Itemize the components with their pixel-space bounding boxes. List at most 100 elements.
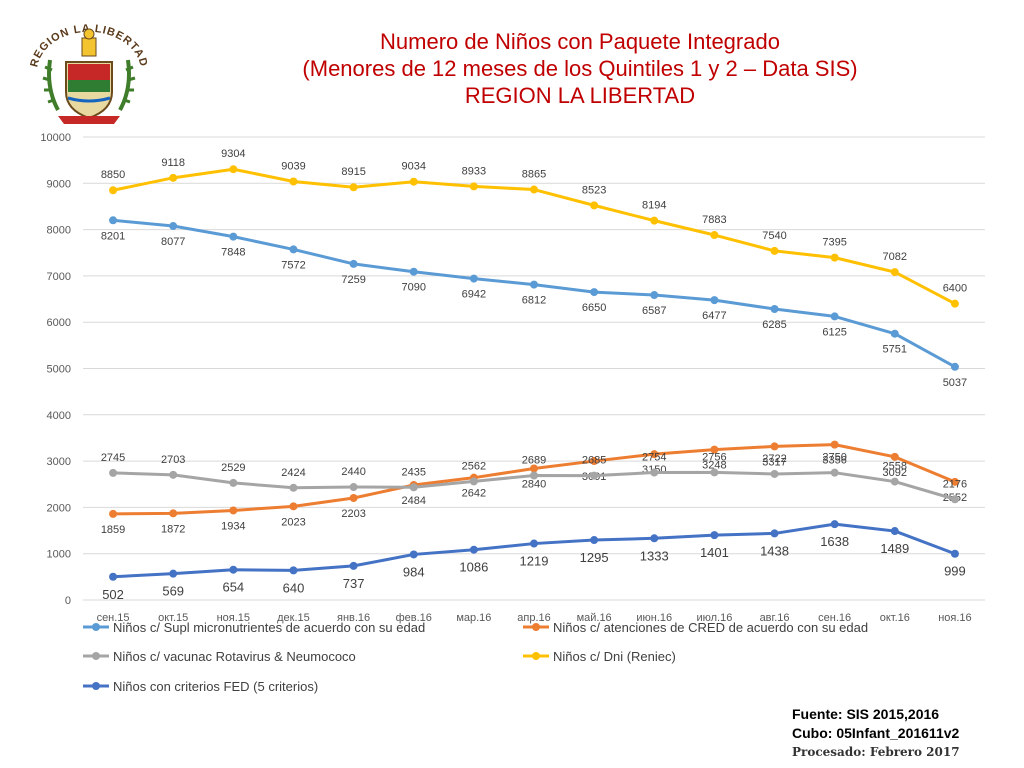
y-tick-label: 0 — [65, 595, 71, 607]
data-point — [109, 216, 118, 225]
data-point — [890, 268, 899, 277]
data-point — [169, 222, 178, 231]
y-tick-label: 8000 — [47, 225, 71, 237]
legend-label: Niños c/ atenciones de CRED de acuerdo c… — [553, 620, 868, 635]
data-point — [169, 470, 178, 479]
data-label: 7572 — [281, 259, 305, 271]
legend-marker — [92, 652, 100, 660]
y-tick-label: 6000 — [47, 317, 71, 329]
data-point — [469, 182, 478, 191]
source-procesado: Procesado: Febrero 2017 — [792, 745, 960, 759]
data-label: 8850 — [101, 169, 125, 181]
data-point — [530, 185, 538, 194]
data-label: 3092 — [883, 467, 907, 479]
data-label: 6812 — [522, 295, 546, 307]
y-tick-label: 9000 — [47, 178, 71, 190]
data-point — [169, 569, 178, 578]
x-tick-label: янв.16 — [337, 612, 370, 624]
data-label: 6942 — [462, 289, 486, 301]
x-tick-label: фев.16 — [396, 612, 432, 624]
data-label: 7259 — [341, 274, 365, 286]
data-label: 502 — [102, 587, 124, 602]
region-logo: REGION LA LIBERTAD — [28, 23, 149, 124]
data-point — [469, 545, 478, 554]
data-point — [590, 288, 599, 297]
data-point — [650, 291, 659, 300]
data-label: 6285 — [762, 319, 786, 331]
data-label: 8194 — [642, 200, 666, 212]
series-cred: 1859187219342023220324842642284030013150… — [101, 440, 967, 536]
data-label: 1489 — [880, 541, 909, 556]
data-point — [950, 477, 959, 486]
data-point — [650, 468, 659, 477]
data-label: 2703 — [161, 454, 185, 466]
x-tick-label: май.16 — [577, 612, 612, 624]
data-point — [530, 280, 538, 289]
legend-item-supl: Niños c/ Supl micronutrientes de acuerdo… — [83, 620, 425, 635]
data-point — [469, 477, 478, 486]
data-point — [349, 494, 358, 503]
data-point — [229, 565, 238, 574]
y-tick-label: 5000 — [47, 364, 71, 376]
data-point — [590, 471, 599, 480]
data-point — [950, 362, 959, 371]
data-point — [289, 566, 298, 575]
x-tick-label: окт.15 — [158, 612, 188, 624]
data-point — [289, 245, 298, 254]
data-label: 7540 — [762, 230, 786, 242]
series-fed: 502 569 654 640 737 984 1086 1219 1295 1333 1401 14… — [102, 520, 966, 602]
data-point — [590, 201, 599, 210]
data-point — [289, 502, 298, 511]
data-point — [710, 468, 719, 477]
y-tick-label: 10000 — [40, 132, 71, 144]
data-point — [830, 312, 839, 321]
y-tick-label: 7000 — [47, 271, 71, 283]
data-label: 3317 — [762, 456, 786, 468]
data-label: 1438 — [760, 543, 789, 558]
series-supl: 8201 8077 7848 7572 7259 7090 6942 6812 6650 6587… — [101, 216, 967, 389]
data-point — [409, 550, 418, 559]
data-point — [349, 483, 358, 492]
data-label: 2440 — [341, 466, 365, 478]
legend-marker — [532, 652, 540, 660]
data-point — [890, 329, 899, 338]
data-point — [650, 216, 659, 225]
data-label: 7395 — [822, 237, 846, 249]
data-point — [409, 483, 418, 492]
legend-label: Niños c/ Dni (Reniec) — [553, 649, 676, 664]
data-label: 8933 — [462, 165, 486, 177]
data-label: 2685 — [582, 455, 606, 467]
data-point — [229, 478, 238, 487]
data-point — [890, 527, 899, 536]
data-label: 1872 — [161, 523, 185, 535]
x-tick-label: сен.15 — [97, 612, 130, 624]
data-label: 9039 — [281, 160, 305, 172]
data-label: 9034 — [401, 161, 425, 173]
data-point — [770, 305, 779, 314]
data-label: 1638 — [820, 534, 849, 549]
data-label: 1086 — [459, 560, 488, 575]
legend-marker — [92, 682, 100, 690]
source-block: Fuente: SIS 2015,2016 Cubo: 05Infant_201… — [792, 705, 960, 762]
data-point — [770, 529, 779, 538]
data-label: 8201 — [101, 230, 125, 242]
data-label: 2745 — [101, 452, 125, 464]
data-point — [530, 464, 538, 473]
data-point — [830, 468, 839, 477]
data-label: 2529 — [221, 462, 245, 474]
data-point — [349, 183, 358, 192]
legend-marker — [532, 623, 540, 631]
data-point — [349, 561, 358, 570]
data-label: 5037 — [943, 377, 967, 389]
data-label: 984 — [403, 564, 425, 579]
legend-item-fed: Niños con criterios FED (5 criterios) — [83, 679, 318, 694]
data-point — [950, 549, 959, 558]
legend-label: Niños c/ Supl micronutrientes de acuerdo… — [113, 620, 425, 635]
legend-label: Niños con criterios FED (5 criterios) — [113, 679, 318, 694]
legend-item-vacunac: Niños c/ vacunac Rotavirus & Neumococo — [83, 649, 356, 664]
source-cubo: Cubo: 05Infant_201611v2 — [792, 725, 960, 741]
data-label: 3248 — [702, 460, 726, 472]
data-point — [770, 246, 779, 255]
y-tick-label: 2000 — [47, 502, 71, 514]
data-point — [109, 186, 118, 195]
